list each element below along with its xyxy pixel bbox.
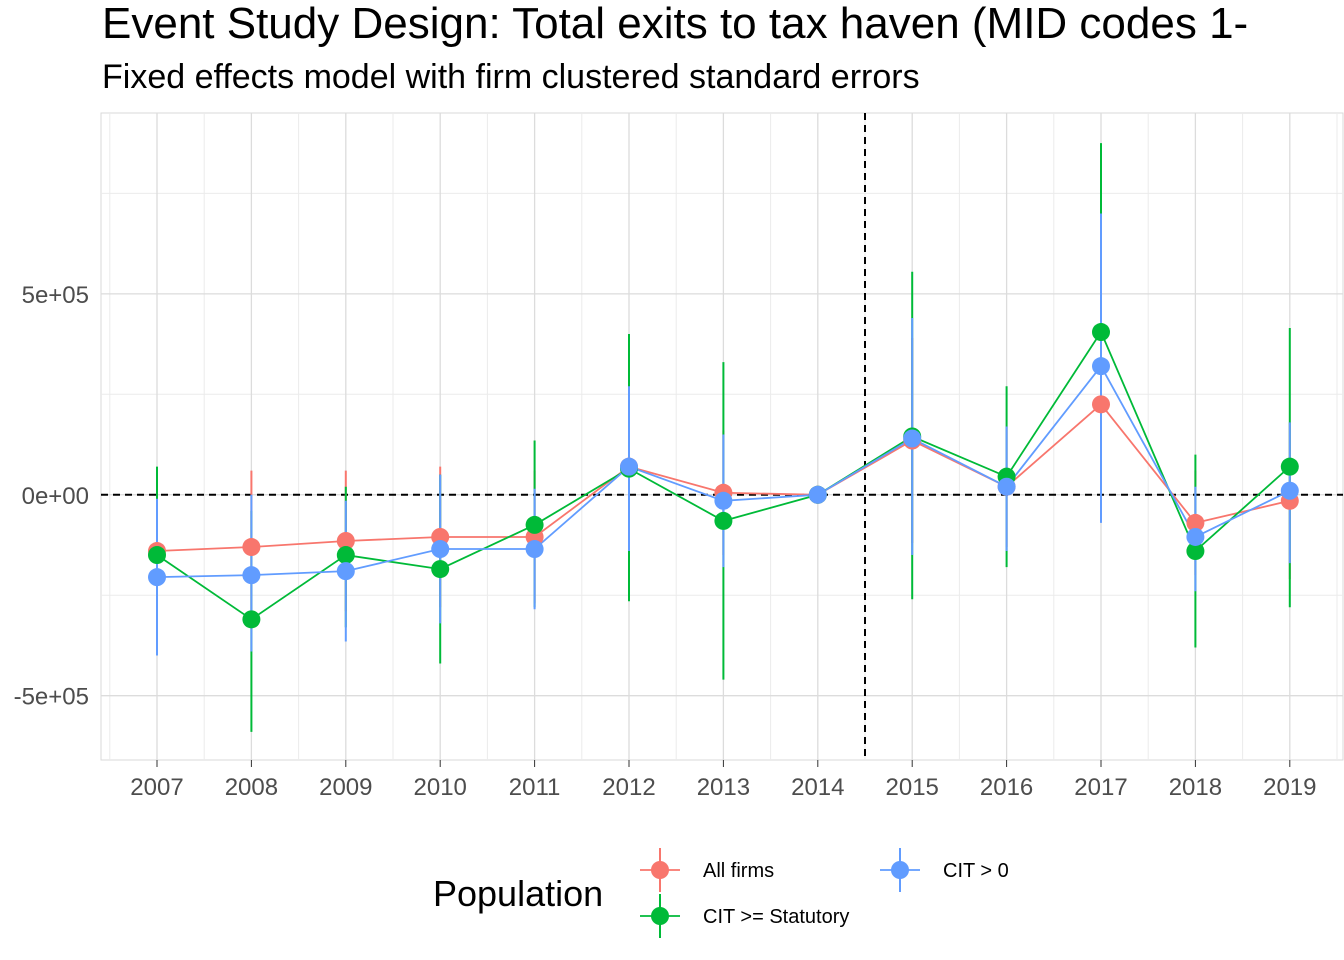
legend-title: Population bbox=[433, 873, 603, 914]
y-tick-label: 0e+00 bbox=[22, 483, 89, 510]
data-point bbox=[525, 540, 544, 559]
x-tick-label: 2019 bbox=[1263, 774, 1316, 801]
data-point bbox=[1092, 395, 1110, 414]
data-point bbox=[808, 485, 827, 504]
x-tick-label: 2014 bbox=[791, 774, 844, 801]
data-point bbox=[620, 457, 638, 476]
data-point bbox=[1280, 481, 1299, 500]
reference-lines bbox=[101, 113, 1343, 760]
data-point bbox=[997, 477, 1016, 496]
data-point bbox=[903, 429, 922, 448]
data-point bbox=[525, 515, 544, 534]
data-point bbox=[1280, 457, 1299, 476]
x-tick-label: 2012 bbox=[602, 774, 655, 801]
data-point bbox=[1186, 542, 1205, 561]
axes: 2007 2008 2009 2010 2011 2012 2013 2014 2015 2016… bbox=[14, 282, 1317, 801]
data-point bbox=[336, 546, 355, 565]
x-tick-label: 2015 bbox=[886, 774, 939, 801]
chart-subtitle: Fixed effects model with firm clustered … bbox=[102, 58, 920, 96]
legend-key-point bbox=[651, 907, 669, 925]
y-tick-label: 5e+05 bbox=[22, 282, 89, 309]
data-point bbox=[336, 531, 355, 550]
data-point bbox=[1186, 527, 1205, 546]
x-tick-label: 2010 bbox=[414, 774, 467, 801]
data-point bbox=[431, 540, 450, 559]
x-tick-label: 2018 bbox=[1169, 774, 1222, 801]
legend-label: CIT >= Statutory bbox=[703, 906, 849, 928]
data-point bbox=[714, 491, 733, 510]
data-point bbox=[1092, 357, 1110, 376]
data-point bbox=[1092, 323, 1110, 342]
x-tick-label: 2013 bbox=[697, 774, 750, 801]
legend-label: CIT > 0 bbox=[943, 860, 1009, 882]
chart-title: Event Study Design: Total exits to tax h… bbox=[102, 0, 1249, 48]
data-point bbox=[242, 538, 261, 557]
data-point bbox=[336, 562, 355, 581]
x-tick-label: 2009 bbox=[319, 774, 372, 801]
data-point bbox=[242, 610, 261, 629]
data-point bbox=[431, 560, 450, 579]
data-point bbox=[714, 511, 733, 530]
x-tick-label: 2008 bbox=[225, 774, 278, 801]
legend-key-point bbox=[891, 861, 909, 879]
data-point bbox=[148, 568, 166, 587]
x-tick-label: 2011 bbox=[509, 774, 561, 801]
data-point bbox=[242, 566, 261, 585]
data-point bbox=[1186, 513, 1205, 532]
x-tick-label: 2016 bbox=[980, 774, 1033, 801]
data-point bbox=[148, 546, 166, 565]
legend: Population All firms CIT >= Statutory CIT >… bbox=[433, 848, 1009, 938]
x-tick-label: 2017 bbox=[1074, 774, 1127, 801]
legend-label: All firms bbox=[703, 860, 774, 882]
x-tick-label: 2007 bbox=[130, 774, 183, 801]
y-tick-label: -5e+05 bbox=[14, 684, 89, 711]
legend-key-point bbox=[651, 861, 669, 879]
series-marks bbox=[148, 143, 1299, 732]
plot-panel bbox=[100, 112, 1344, 761]
